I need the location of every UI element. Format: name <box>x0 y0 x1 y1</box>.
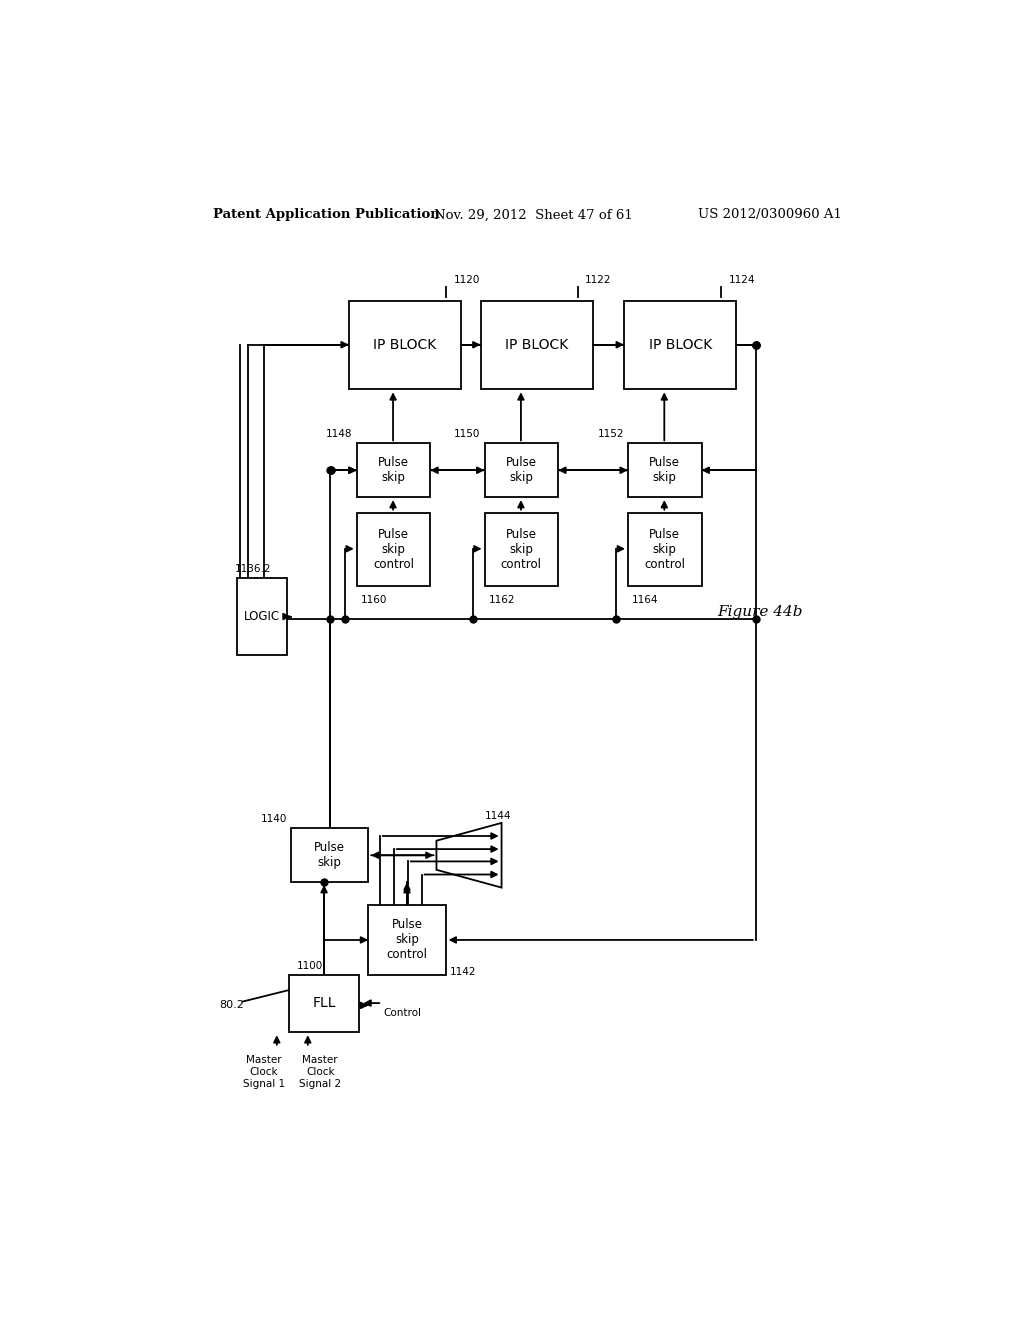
Text: 1160: 1160 <box>360 595 387 605</box>
Text: 1152: 1152 <box>597 429 624 440</box>
Text: Pulse
skip
control: Pulse skip control <box>644 528 685 570</box>
Bar <box>628 444 701 498</box>
Bar <box>356 512 430 586</box>
Bar <box>237 578 287 655</box>
Text: 1142: 1142 <box>450 966 476 977</box>
Bar <box>484 512 558 586</box>
Text: 1162: 1162 <box>488 595 515 605</box>
Bar <box>624 301 736 389</box>
Text: Pulse
skip: Pulse skip <box>378 457 409 484</box>
Text: 1164: 1164 <box>632 595 658 605</box>
Text: FLL: FLL <box>312 997 336 1011</box>
Text: 1148: 1148 <box>327 429 352 440</box>
Text: IP BLOCK: IP BLOCK <box>648 338 712 352</box>
Text: 1144: 1144 <box>484 812 511 821</box>
Bar <box>480 301 593 389</box>
Text: Master
Clock
Signal 1: Master Clock Signal 1 <box>243 1056 285 1089</box>
Text: Pulse
skip: Pulse skip <box>506 457 537 484</box>
Text: Pulse
skip
control: Pulse skip control <box>386 919 427 961</box>
Text: 1124: 1124 <box>729 276 755 285</box>
Text: 1136.2: 1136.2 <box>234 564 271 574</box>
Text: US 2012/0300960 A1: US 2012/0300960 A1 <box>697 209 842 222</box>
Bar <box>369 906 445 974</box>
Bar <box>349 301 461 389</box>
Text: Pulse
skip: Pulse skip <box>314 841 345 870</box>
Bar <box>628 512 701 586</box>
Text: Pulse
skip
control: Pulse skip control <box>373 528 414 570</box>
Bar <box>289 974 359 1032</box>
Text: 1122: 1122 <box>586 276 611 285</box>
Polygon shape <box>436 822 502 887</box>
Bar <box>484 444 558 498</box>
Text: Control: Control <box>384 1008 422 1018</box>
Text: Pulse
skip
control: Pulse skip control <box>501 528 542 570</box>
Bar <box>356 444 430 498</box>
Text: Figure 44b: Figure 44b <box>717 605 803 619</box>
Text: IP BLOCK: IP BLOCK <box>374 338 436 352</box>
Text: 1120: 1120 <box>454 276 480 285</box>
Text: Patent Application Publication: Patent Application Publication <box>213 209 440 222</box>
Bar <box>291 829 369 882</box>
Text: 80.2: 80.2 <box>219 1001 245 1010</box>
Text: Nov. 29, 2012  Sheet 47 of 61: Nov. 29, 2012 Sheet 47 of 61 <box>434 209 633 222</box>
Text: 1140: 1140 <box>260 814 287 825</box>
Text: Pulse
skip: Pulse skip <box>649 457 680 484</box>
Text: 1100: 1100 <box>297 961 324 970</box>
Text: 1150: 1150 <box>455 429 480 440</box>
Text: IP BLOCK: IP BLOCK <box>505 338 568 352</box>
Text: LOGIC: LOGIC <box>244 610 280 623</box>
Text: Master
Clock
Signal 2: Master Clock Signal 2 <box>299 1056 341 1089</box>
